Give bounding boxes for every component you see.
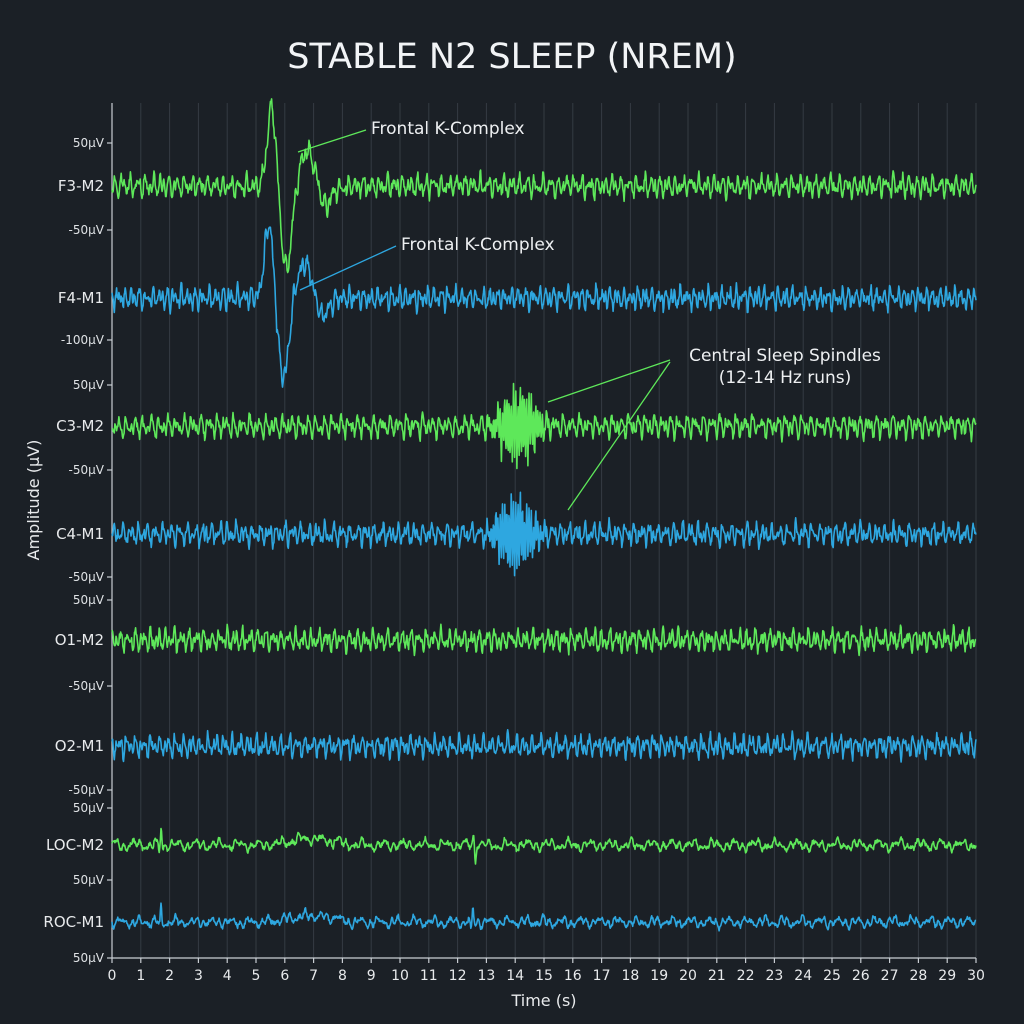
scale-bottom-f3-m2: -50μV: [69, 223, 105, 237]
scale-top-o1-m2: 50μV: [73, 593, 105, 607]
x-tick-label-30: 30: [967, 968, 985, 984]
scale-top-c3-m2: 50μV: [73, 378, 105, 392]
trace-loc-m2: [111, 827, 977, 865]
annotations: Frontal K-Complex Frontal K-Complex Centra…: [297, 119, 881, 511]
trace-o2-m1: [111, 728, 977, 763]
x-tick-label-29: 29: [938, 968, 956, 984]
x-tick-label-5: 5: [252, 968, 261, 984]
x-tick-label-14: 14: [506, 968, 524, 984]
x-tick-label-19: 19: [650, 968, 668, 984]
channel-label-c3-m2: C3-M2: [56, 417, 104, 435]
x-tick-label-11: 11: [420, 968, 438, 984]
scale-bottom-f4-m1: -100μV: [61, 333, 105, 347]
x-tick-label-17: 17: [593, 968, 611, 984]
trace-f4-m1: [111, 226, 977, 388]
annotation-text-2-1: (12-14 Hz runs): [719, 368, 852, 388]
x-tick-label-13: 13: [477, 968, 495, 984]
scale-bottom-o2-m1: -50μV: [69, 783, 105, 797]
x-tick-label-0: 0: [108, 968, 117, 984]
x-tick-label-3: 3: [194, 968, 203, 984]
x-tick-label-4: 4: [223, 968, 232, 984]
trace-f3-m2: [111, 98, 977, 274]
x-tick-label-25: 25: [823, 968, 841, 984]
x-tick-label-1: 1: [136, 968, 145, 984]
annotation-leader-1-0: [299, 245, 397, 291]
axes: 0 1 2 3 4 5 6 7 8 9 10 11 12 13 14 15 16 17 18 19 20 21 22 23 24…: [108, 103, 985, 984]
channel-label-f4-m1: F4-M1: [58, 289, 104, 307]
trace-c3-m2: [111, 382, 977, 470]
trace-o1-m2: [111, 623, 977, 657]
channel-labels: F3-M2 F4-M1 C3-M2 C4-M1 O1-M2 O2-M1 LOC-M2 ROC-…: [43, 177, 104, 931]
annotation-text-1-0: Frontal K-Complex: [401, 235, 555, 255]
x-tick-label-2: 2: [165, 968, 174, 984]
x-tick-label-12: 12: [449, 968, 467, 984]
x-tick-label-21: 21: [708, 968, 726, 984]
x-tick-label-7: 7: [309, 968, 318, 984]
x-tick-label-24: 24: [794, 968, 812, 984]
chart-title: STABLE N2 SLEEP (NREM): [287, 37, 736, 77]
annotation-text-2-0: Central Sleep Spindles: [689, 346, 881, 366]
x-tick-label-18: 18: [621, 968, 639, 984]
x-tick-label-16: 16: [564, 968, 582, 984]
channel-label-c4-m1: C4-M1: [56, 525, 104, 543]
scale-bottom-roc-m1: 50μV: [73, 951, 105, 965]
trace-c4-m1: [111, 491, 977, 577]
scale-bottom-c3-m2: -50μV: [69, 463, 105, 477]
x-tick-label-28: 28: [909, 968, 927, 984]
channel-label-o1-m2: O1-M2: [55, 631, 104, 649]
eeg-traces: [111, 98, 977, 932]
scale-top-loc-m2: 50μV: [73, 801, 105, 815]
annotation-leader-2-1: [567, 361, 671, 511]
scale-bottom-o1-m2: -50μV: [69, 679, 105, 693]
channel-label-f3-m2: F3-M2: [58, 177, 104, 195]
x-tick-label-15: 15: [535, 968, 553, 984]
amplitude-scale-labels: 50μV -50μV -100μV 50μV -50μV -50μV 50μV -50μV -5…: [61, 136, 112, 965]
trace-roc-m1: [111, 902, 977, 932]
channel-label-o2-m1: O2-M1: [55, 737, 104, 755]
x-tick-label-8: 8: [338, 968, 347, 984]
scale-bottom-loc-m2: 50μV: [73, 873, 105, 887]
x-tick-label-10: 10: [391, 968, 409, 984]
channel-label-roc-m1: ROC-M1: [43, 913, 104, 931]
x-tick-label-27: 27: [881, 968, 899, 984]
annotation-text-0-0: Frontal K-Complex: [371, 119, 525, 139]
x-tick-label-23: 23: [765, 968, 783, 984]
scale-top-f3-m2: 50μV: [73, 136, 105, 150]
x-tick-label-22: 22: [737, 968, 755, 984]
x-tick-label-26: 26: [852, 968, 870, 984]
annotation-leader-2-0: [547, 359, 671, 403]
x-tick-label-9: 9: [367, 968, 376, 984]
scale-bottom-c4-m1: -50μV: [69, 570, 105, 584]
x-tick-label-6: 6: [280, 968, 289, 984]
x-axis-title: Time (s): [510, 991, 576, 1010]
annotation-leader-0-0: [297, 129, 367, 153]
channel-label-loc-m2: LOC-M2: [46, 836, 104, 854]
y-axis-title: Amplitude (μV): [24, 440, 43, 561]
x-tick-label-20: 20: [679, 968, 697, 984]
